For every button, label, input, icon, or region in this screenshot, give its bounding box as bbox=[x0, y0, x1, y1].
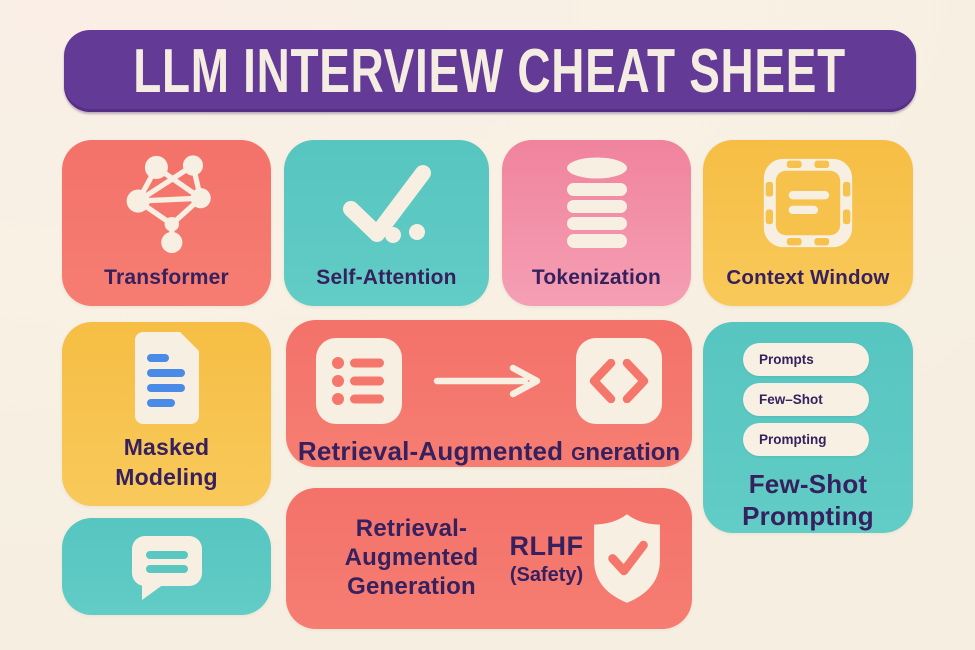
card-chat bbox=[62, 518, 271, 615]
chat-bubble-icon bbox=[131, 535, 202, 600]
few-shot-line2: Prompting bbox=[742, 500, 874, 531]
card-label-context-window: Context Window bbox=[726, 266, 890, 289]
arrow-right-icon bbox=[433, 364, 541, 398]
card-label-few-shot-prompting: Few-Shot Prompting bbox=[703, 469, 913, 532]
pill-prompting-label: Prompting bbox=[759, 432, 827, 447]
card-context-window: Context Window bbox=[703, 140, 913, 306]
pill-few-shot-label: Few–Shot bbox=[759, 392, 823, 407]
few-shot-line1: Few-Shot bbox=[748, 469, 868, 499]
rlhf-rag-label: Retrieval- Augmented Generation bbox=[314, 515, 509, 601]
code-brackets-icon bbox=[576, 338, 662, 424]
document-icon bbox=[62, 322, 271, 433]
rlhf-rag-line3: Generation bbox=[347, 572, 476, 600]
card-label-self-attention: Self-Attention bbox=[316, 266, 457, 289]
checkmark-icon bbox=[284, 140, 489, 266]
pill-prompts: Prompts bbox=[743, 343, 869, 376]
rag-label-bold: Retrieval-Augmented bbox=[297, 436, 564, 466]
card-label-tokenization: Tokenization bbox=[531, 266, 662, 289]
rag-label-light: Gneration bbox=[571, 439, 681, 466]
title-banner: LLM INTERVIEW CHEAT SHEET bbox=[64, 30, 916, 112]
pill-prompts-label: Prompts bbox=[759, 352, 814, 367]
pill-prompting: Prompting bbox=[743, 423, 869, 456]
masked-line2: Modeling bbox=[115, 463, 218, 490]
rag-flow-icons bbox=[316, 338, 662, 424]
network-graph-icon bbox=[62, 140, 271, 266]
card-rlhf: Retrieval- Augmented Generation RLHF (Sa… bbox=[286, 488, 692, 629]
page-title: LLM INTERVIEW CHEAT SHEET bbox=[133, 36, 847, 106]
rlhf-title: RLHF bbox=[509, 530, 584, 561]
card-masked-modeling: Masked Modeling bbox=[62, 322, 271, 506]
card-transformer: Transformer bbox=[62, 140, 271, 306]
frame-window-icon bbox=[703, 140, 913, 266]
card-label-transformer: Transformer bbox=[104, 266, 229, 289]
card-tokenization: Tokenization bbox=[502, 140, 691, 306]
shield-check-icon bbox=[594, 514, 660, 603]
rlhf-rag-line1: Retrieval- bbox=[355, 515, 468, 543]
card-label-masked-modeling: Masked Modeling bbox=[115, 433, 218, 506]
card-rag-flow: Retrieval-Augmented Gneration bbox=[286, 320, 692, 467]
masked-line1: Masked bbox=[123, 434, 210, 461]
rlhf-text-block: RLHF (Safety) bbox=[510, 531, 584, 587]
card-self-attention: Self-Attention bbox=[284, 140, 489, 306]
database-icon bbox=[502, 140, 691, 266]
card-few-shot-prompting: Prompts Few–Shot Prompting Few-Shot Prom… bbox=[703, 322, 913, 533]
rlhf-subtitle: (Safety) bbox=[509, 563, 584, 586]
pill-few-shot: Few–Shot bbox=[743, 383, 869, 416]
card-label-rag-flow: Retrieval-Augmented Gneration bbox=[286, 436, 692, 467]
list-icon bbox=[316, 338, 402, 424]
rlhf-rag-line2: Augmented bbox=[344, 544, 479, 572]
